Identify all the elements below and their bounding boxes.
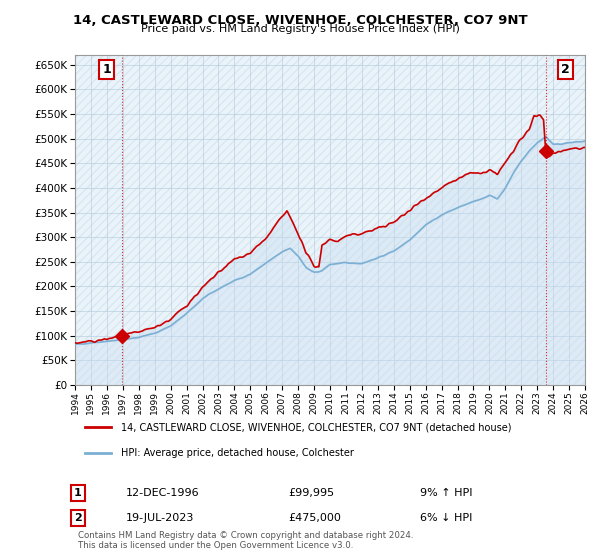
Text: Price paid vs. HM Land Registry's House Price Index (HPI): Price paid vs. HM Land Registry's House … — [140, 24, 460, 34]
Text: 19-JUL-2023: 19-JUL-2023 — [126, 513, 194, 523]
Text: 14, CASTLEWARD CLOSE, WIVENHOE, COLCHESTER, CO7 9NT (detached house): 14, CASTLEWARD CLOSE, WIVENHOE, COLCHEST… — [121, 422, 511, 432]
Text: 1: 1 — [74, 488, 82, 498]
Text: 9% ↑ HPI: 9% ↑ HPI — [420, 488, 473, 498]
Text: 2: 2 — [74, 513, 82, 523]
Text: Contains HM Land Registry data © Crown copyright and database right 2024.
This d: Contains HM Land Registry data © Crown c… — [78, 530, 413, 550]
Text: £99,995: £99,995 — [288, 488, 334, 498]
Text: 6% ↓ HPI: 6% ↓ HPI — [420, 513, 472, 523]
Text: 2: 2 — [562, 63, 570, 76]
Text: 14, CASTLEWARD CLOSE, WIVENHOE, COLCHESTER, CO7 9NT: 14, CASTLEWARD CLOSE, WIVENHOE, COLCHEST… — [73, 14, 527, 27]
Bar — [75, 55, 585, 385]
Text: 12-DEC-1996: 12-DEC-1996 — [126, 488, 200, 498]
Text: HPI: Average price, detached house, Colchester: HPI: Average price, detached house, Colc… — [121, 448, 354, 458]
Text: 1: 1 — [103, 63, 111, 76]
Text: £475,000: £475,000 — [288, 513, 341, 523]
